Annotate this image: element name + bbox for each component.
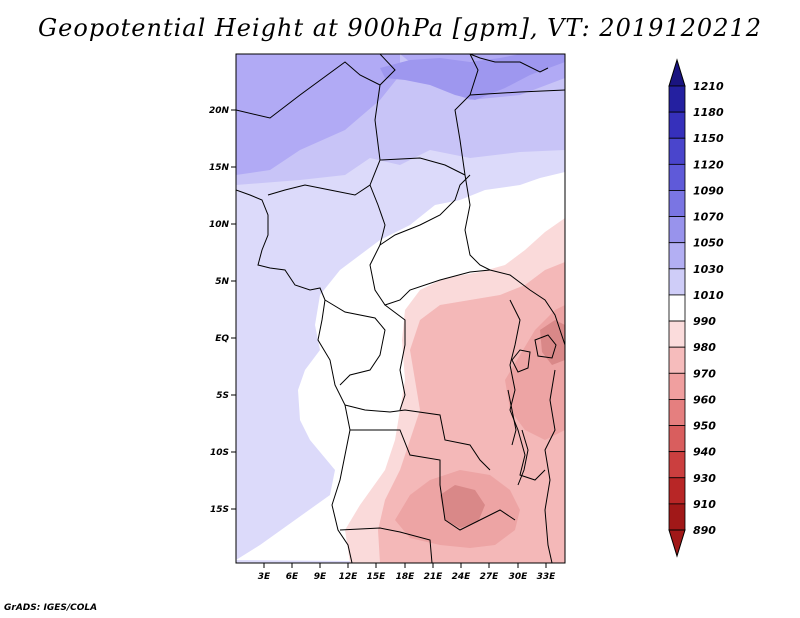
country-border: [509, 299, 546, 481]
grads-credit: GrADS: IGES/COLA: [4, 603, 98, 613]
lat-label: 10S: [210, 448, 229, 458]
lon-axis: 3E 6E 9E 12E 15E 18E 21E 24E 27E 30E 33E: [258, 563, 556, 582]
colorbar-arrow-bottom: [668, 529, 686, 558]
country-border: [339, 527, 433, 563]
map-frame: [235, 53, 566, 564]
country-border: [324, 299, 386, 386]
field-pink-mid: [395, 305, 565, 548]
lake: [507, 389, 517, 446]
colorbar-swatch: [668, 163, 686, 191]
colorbar-swatch: [668, 372, 686, 400]
colorbar-swatch: [668, 294, 686, 322]
colorbar-swatch: [668, 503, 686, 531]
map-field: [236, 54, 565, 563]
colorbar-label: 1090: [693, 184, 724, 197]
colorbar-swatch: [668, 242, 686, 270]
map-title: Geopotential Height at 900hPa [gpm], VT:…: [38, 14, 762, 42]
lake: [517, 429, 529, 486]
colorbar-label: 1180: [693, 106, 724, 119]
colorbar-label: 1150: [693, 132, 724, 145]
colorbar-label: 1070: [693, 211, 724, 224]
colorbar-label: 910: [693, 498, 716, 511]
lat-label: 5N: [215, 277, 229, 287]
colorbar-label: 1120: [693, 158, 724, 171]
lat-label: 20N: [209, 106, 230, 116]
colorbar-label: 980: [693, 341, 716, 354]
lon-label: 15E: [367, 572, 387, 582]
lon-label: 21E: [424, 572, 444, 582]
colorbar-swatch: [668, 268, 686, 296]
country-border: [369, 184, 491, 306]
colorbar-label: 930: [693, 472, 716, 485]
colorbar-label: 970: [693, 367, 716, 380]
colorbar-swatch: [668, 425, 686, 453]
lat-axis: 20N 15N 10N 5N EQ 5S 10S 15S: [209, 106, 236, 515]
country-border: [469, 89, 565, 96]
colorbar-label: 950: [693, 420, 716, 433]
colorbar-swatch: [668, 451, 686, 479]
lon-label: 12E: [339, 572, 359, 582]
lat-label: 15N: [209, 163, 230, 173]
lon-label: 27E: [480, 572, 500, 582]
country-border: [469, 54, 549, 73]
colorbar-swatch: [668, 137, 686, 165]
africa-east-coastline: [454, 54, 565, 346]
lat-label: EQ: [215, 334, 229, 344]
colorbar-swatch: [668, 320, 686, 348]
country-border: [379, 157, 466, 176]
colorbar-swatch: [668, 85, 686, 113]
colorbar-swatch: [668, 216, 686, 244]
colorbar-swatch: [668, 190, 686, 217]
country-border: [384, 304, 406, 411]
colorbar-label: 1210: [693, 80, 724, 93]
field-purple-darkest: [380, 54, 565, 100]
colorbar-swatch: [668, 111, 686, 139]
lon-label: 3E: [258, 572, 271, 582]
lon-label: 6E: [286, 572, 299, 582]
colorbar-label: 1010: [693, 289, 724, 302]
country-border: [544, 369, 556, 563]
colorbar-label: 890: [693, 524, 716, 537]
lake: [511, 349, 531, 373]
colorbar: 1210 1180 1150 1120 1090 1070 1050 1030 1010 990 9…: [668, 58, 724, 558]
colorbar-arrow-top: [668, 58, 686, 87]
lon-label: 33E: [537, 572, 557, 582]
colorbar-label: 1050: [693, 237, 724, 250]
coastlines-borders: [236, 54, 565, 563]
colorbar-swatch: [668, 477, 686, 505]
lat-label: 10N: [209, 220, 230, 230]
lon-label: 30E: [509, 572, 529, 582]
country-border: [236, 54, 396, 119]
country-border: [267, 84, 381, 196]
lon-label: 24E: [452, 572, 472, 582]
colorbar-label: 940: [693, 446, 716, 459]
colorbar-label: 990: [693, 315, 716, 328]
lon-label: 18E: [396, 572, 416, 582]
lat-label: 5S: [216, 391, 229, 401]
colorbar-label: 1030: [693, 263, 724, 276]
lake: [534, 334, 557, 359]
lat-label: 15S: [210, 505, 229, 515]
country-border: [379, 174, 471, 246]
lon-label: 9E: [314, 572, 327, 582]
country-border: [350, 429, 516, 531]
colorbar-swatch: [668, 399, 686, 426]
colorbar-swatch: [668, 346, 686, 374]
colorbar-label: 960: [693, 393, 716, 406]
country-border: [344, 404, 491, 471]
